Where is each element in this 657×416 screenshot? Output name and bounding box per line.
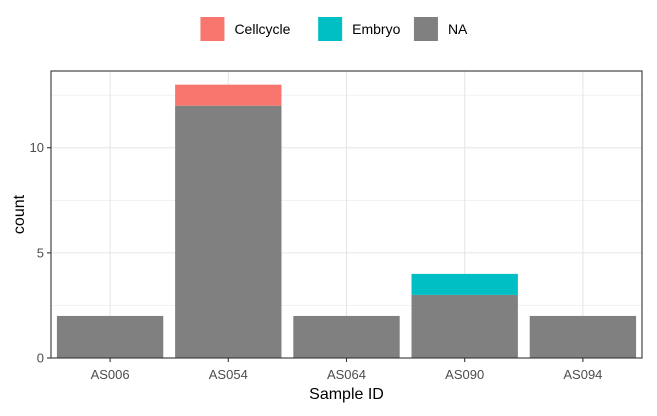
legend-label: Cellcycle: [234, 21, 290, 37]
gridlines: [51, 71, 642, 358]
bar-segment: [57, 316, 163, 358]
legend-key: [414, 17, 438, 41]
x-tick-label: AS006: [91, 367, 130, 382]
y-axis: 0 5 10: [30, 140, 51, 365]
y-tick-label: 10: [30, 140, 44, 155]
bar-segment: [412, 295, 518, 358]
x-tick-label: AS090: [445, 367, 484, 382]
legend: Cellcycle Embryo NA: [200, 17, 468, 41]
bar-segment: [530, 316, 636, 358]
legend-key: [318, 17, 342, 41]
bar-segment: [293, 316, 399, 358]
x-axis: AS006 AS054 AS064 AS090 AS094: [91, 358, 603, 382]
y-axis-label: count: [11, 194, 28, 234]
bar-segment: [175, 85, 281, 106]
legend-label: NA: [448, 21, 468, 37]
x-tick-label: AS064: [327, 367, 366, 382]
legend-label: Embryo: [352, 21, 400, 37]
x-tick-label: AS094: [563, 367, 602, 382]
x-tick-label: AS054: [209, 367, 248, 382]
x-axis-label: Sample ID: [309, 386, 384, 403]
bar-segment: [412, 274, 518, 295]
y-tick-label: 0: [37, 351, 44, 366]
legend-key: [200, 17, 224, 41]
bar-segment: [175, 106, 281, 358]
y-tick-label: 5: [37, 245, 44, 260]
